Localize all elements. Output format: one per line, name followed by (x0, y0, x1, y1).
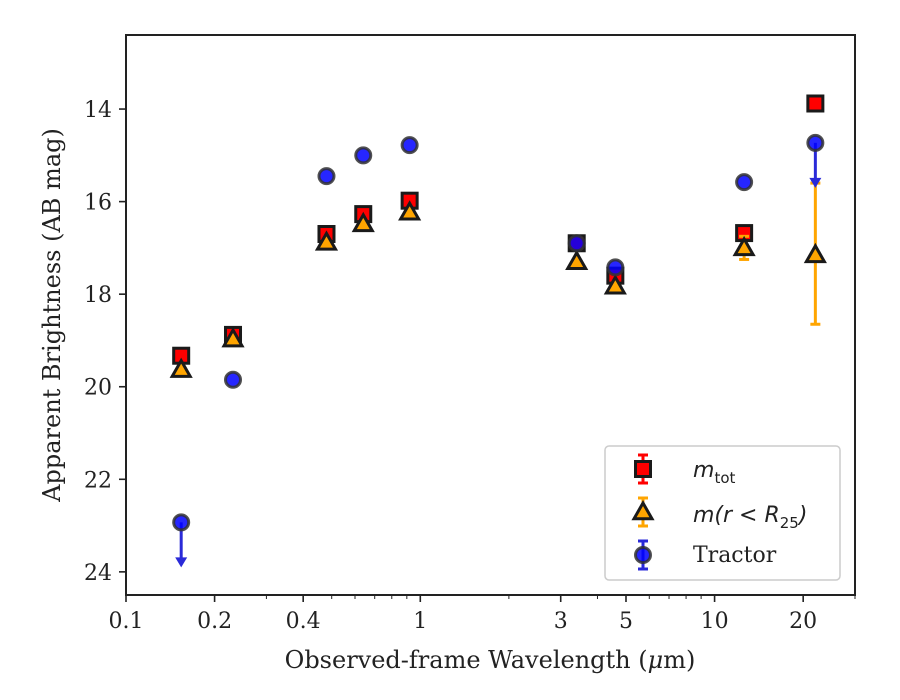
upper-limit-arrowhead (175, 557, 188, 568)
legend-label-tractor: Tractor (693, 543, 777, 568)
y-tick-label: 18 (84, 283, 112, 308)
x-tick-label: 0.4 (286, 609, 321, 634)
y-tick-label: 20 (84, 376, 112, 401)
x-tick-label: 0.1 (109, 609, 144, 634)
data-point (354, 146, 373, 165)
legend-label-mr25: m(r < R25) (693, 503, 807, 532)
data-point (398, 200, 422, 221)
y-axis-label: Apparent Brightness (AB mag) (38, 128, 66, 503)
legend-marker (631, 499, 655, 521)
legend-marker (634, 460, 652, 478)
data-point (735, 173, 754, 192)
data-point (806, 133, 825, 152)
data-point (806, 94, 825, 113)
data-marks (169, 94, 827, 568)
y-tick-label: 22 (84, 468, 112, 493)
data-point (803, 242, 827, 264)
legend: mtot m(r < R25) Tractor (604, 445, 841, 581)
series-square (172, 94, 825, 365)
x-tick-label: 20 (789, 609, 817, 634)
legend-marker (634, 546, 652, 564)
data-point (732, 235, 756, 257)
series-circle (172, 133, 825, 568)
data-point (606, 258, 625, 277)
data-point (317, 167, 336, 186)
data-point (169, 357, 193, 378)
x-tick-label: 3 (554, 609, 568, 634)
data-point (224, 370, 243, 389)
x-tick-label: 10 (701, 609, 729, 634)
legend-box (604, 445, 841, 581)
x-tick-label: 0.2 (197, 609, 232, 634)
data-point (567, 234, 586, 253)
data-point (351, 211, 375, 233)
data-point (172, 513, 191, 532)
series-triangle (169, 181, 827, 378)
data-point (221, 327, 245, 348)
x-axis-label: Observed-frame Wavelength (μm) (285, 646, 696, 674)
x-tick-label: 1 (413, 609, 427, 634)
legend-markers (631, 453, 655, 571)
data-point (314, 230, 339, 251)
data-point (400, 136, 419, 155)
plot-frame (125, 34, 856, 596)
upper-limit-arrowhead (809, 177, 822, 188)
y-tick-label: 24 (84, 561, 112, 586)
x-tick-label: 5 (619, 609, 633, 634)
y-tick-label: 14 (84, 98, 112, 123)
axis-ticks: 0.1 0.2 0.4 1 3 5 10 20 14 16 18 20 22 24 (84, 98, 856, 634)
legend-label-mtot: mtot (693, 458, 735, 487)
y-tick-label: 16 (84, 191, 112, 216)
data-point (603, 274, 627, 295)
data-point (565, 249, 589, 271)
